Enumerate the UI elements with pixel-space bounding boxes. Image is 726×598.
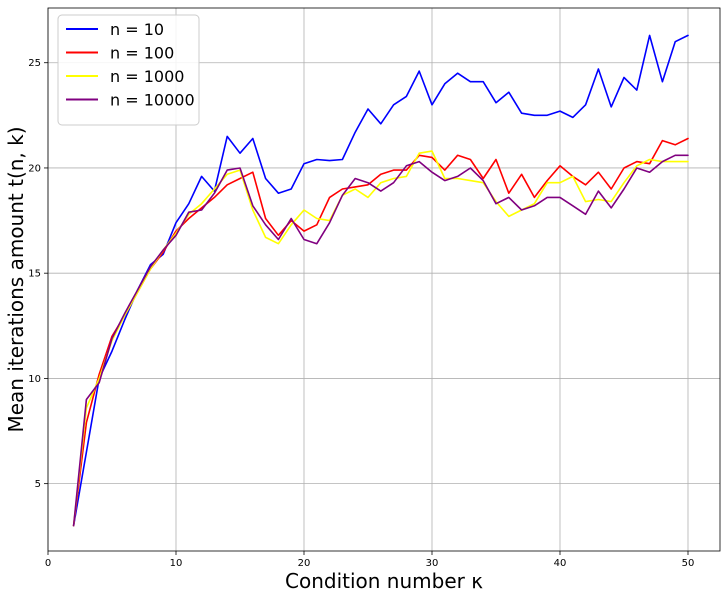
x-tick-label: 10 <box>170 558 183 569</box>
y-axis-label: Mean iterations amount t(n, k) <box>4 126 28 432</box>
legend-label-3: n = 1000 <box>110 67 184 86</box>
legend-label-4: n = 10000 <box>110 91 195 110</box>
y-tick-label: 25 <box>28 58 41 69</box>
y-tick-label: 20 <box>28 163 41 174</box>
series-line-4 <box>72 154 689 527</box>
x-tick-label: 50 <box>682 558 695 569</box>
series-line-1 <box>72 34 689 527</box>
y-tick-label: 15 <box>28 269 41 280</box>
x-axis-ticks: 0 10 20 30 40 50 <box>45 551 695 569</box>
series-lines <box>72 34 689 527</box>
legend-label-2: n = 100 <box>110 44 174 63</box>
y-axis-ticks: 5 10 15 20 25 <box>28 58 48 490</box>
legend-box <box>57 14 200 126</box>
x-tick-label: 0 <box>45 558 51 569</box>
x-tick-label: 30 <box>426 558 439 569</box>
axes-frame <box>47 7 721 552</box>
series-line-3 <box>72 150 689 527</box>
legend-label-1: n = 10 <box>110 20 164 39</box>
x-tick-label: 40 <box>554 558 567 569</box>
series-line-2 <box>72 137 689 527</box>
x-axis-label: Condition number κ <box>285 569 483 593</box>
y-tick-label: 10 <box>28 374 41 385</box>
legend: n = 10 n = 100 n = 1000 n = 10000 <box>57 14 200 126</box>
grid <box>47 8 720 551</box>
y-tick-label: 5 <box>35 479 41 490</box>
x-tick-label: 20 <box>298 558 311 569</box>
